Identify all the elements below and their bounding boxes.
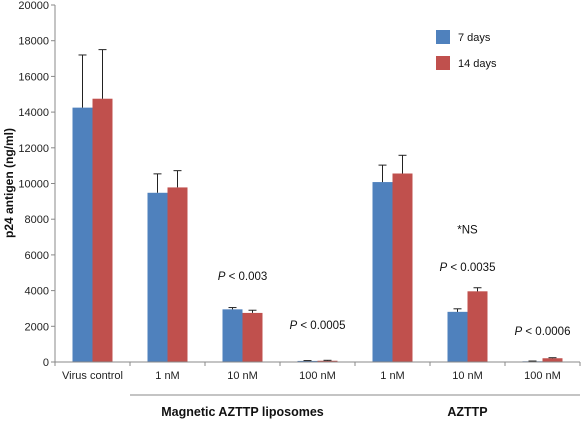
- y-tick-label: 18000: [18, 36, 49, 48]
- y-ticks-layer: 0 2000 4000 6000 8000 10000 12000 14000 16000 180…: [18, 0, 55, 369]
- x-tick-label: 1 nM: [155, 370, 179, 382]
- error-bars-layer: [78, 49, 557, 362]
- bar-7-days-0: [72, 107, 93, 362]
- p-value-annotation: P < 0.0005: [290, 320, 346, 332]
- bar-7-days-2: [222, 309, 243, 362]
- bar-7-days-1: [147, 192, 168, 362]
- x-tick-label: Virus control: [62, 370, 123, 382]
- x-tick-label: 100 nM: [299, 370, 336, 382]
- y-tick-label: 4000: [25, 286, 49, 298]
- y-tick-label: 10000: [18, 179, 49, 191]
- p-value-annotation: P < 0.0035: [440, 262, 496, 274]
- x-tick-label: 10 nM: [227, 370, 258, 382]
- bar-14-days-6: [542, 358, 563, 362]
- bars-layer: [72, 98, 563, 363]
- bar-14-days-4: [392, 173, 413, 362]
- p-value-annotation: *NS: [457, 224, 478, 236]
- group-labels-layer: Magnetic AZTTP liposomes AZTTP: [130, 394, 580, 419]
- y-tick-label: 16000: [18, 71, 49, 83]
- group-label: Magnetic AZTTP liposomes: [161, 405, 324, 419]
- x-tick-label: 100 nM: [524, 370, 561, 382]
- annotations-layer: P < 0.003 P < 0.0005 *NS P < 0.0035 P < 0.00…: [218, 224, 571, 338]
- legend-label: 14 days: [458, 58, 497, 70]
- x-tick-label: 10 nM: [452, 370, 483, 382]
- p-value-annotation: P < 0.0006: [515, 326, 571, 338]
- legend-swatch: [436, 56, 450, 70]
- y-tick-label: 0: [43, 357, 49, 369]
- bar-7-days-4: [372, 182, 393, 362]
- bar-7-days-3: [297, 360, 318, 362]
- y-tick-label: 8000: [25, 214, 49, 226]
- y-tick-label: 20000: [18, 0, 49, 12]
- legend: 7 days 14 days: [436, 30, 497, 70]
- bar-14-days-5: [467, 291, 488, 362]
- bar-14-days-0: [92, 98, 113, 363]
- x-tick-label: 1 nM: [380, 370, 404, 382]
- legend-label: 7 days: [458, 32, 491, 44]
- p-value-annotation: P < 0.003: [218, 271, 268, 283]
- y-tick-label: 2000: [25, 321, 49, 333]
- y-tick-label: 6000: [25, 250, 49, 262]
- x-ticks-layer: Virus control 1 nM 10 nM 100 nM 1 nM 10 nM 100…: [54, 362, 581, 382]
- legend-swatch: [436, 30, 450, 44]
- y-axis-label: p24 antigen (ng/ml): [2, 128, 16, 238]
- bar-14-days-3: [317, 360, 338, 362]
- bar-7-days-5: [447, 311, 468, 362]
- bar-14-days-2: [242, 312, 263, 362]
- y-tick-label: 14000: [18, 107, 49, 119]
- bar-14-days-1: [167, 187, 188, 362]
- y-tick-label: 12000: [18, 143, 49, 155]
- group-label: AZTTP: [447, 405, 487, 419]
